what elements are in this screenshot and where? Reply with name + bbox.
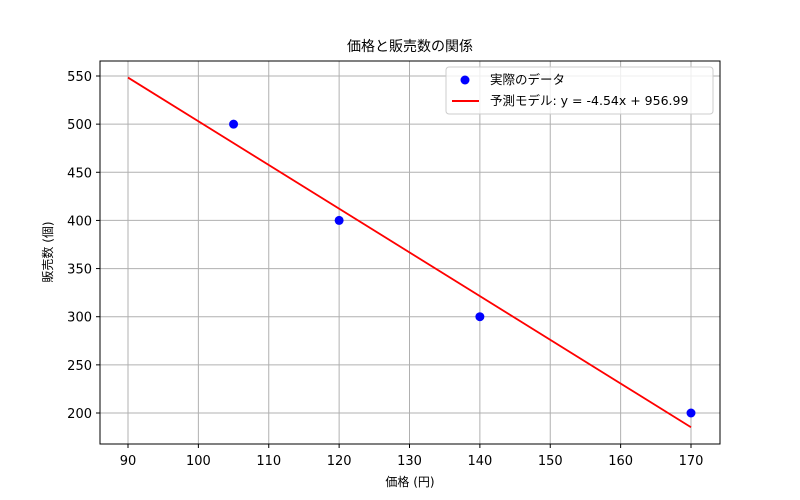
data-point: [229, 119, 239, 129]
y-tick-label: 450: [67, 166, 92, 181]
grid-lines: [100, 61, 720, 444]
y-tick-label: 400: [67, 214, 92, 229]
x-tick-label: 120: [327, 454, 352, 469]
legend-box: [445, 66, 714, 115]
y-tick-label: 200: [67, 407, 92, 422]
y-tick-label: 550: [67, 70, 92, 85]
legend-line-label: 予測モデル: y = -4.54x + 956.99: [490, 93, 688, 108]
data-point: [475, 312, 485, 322]
y-axis-label: 販売数 (個): [40, 221, 55, 282]
x-tick-label: 150: [538, 454, 563, 469]
x-tick-label: 100: [186, 454, 211, 469]
legend: 実際のデータ 予測モデル: y = -4.54x + 956.99: [445, 66, 714, 115]
y-tick-label: 300: [67, 311, 92, 326]
regression-line: [127, 76, 692, 429]
x-tick-label: 90: [120, 454, 137, 469]
x-axis-ticks: 90 100 110 120 130 140 150 160 170: [120, 444, 704, 469]
y-tick-label: 250: [67, 359, 92, 374]
regression-line-path: [127, 76, 692, 429]
chart-title: 価格と販売数の関係: [347, 39, 473, 55]
legend-scatter-label: 実際のデータ: [490, 72, 565, 87]
y-tick-label: 350: [67, 263, 92, 278]
y-axis-ticks: 200 250 300 350 400 450 500 550: [67, 70, 100, 422]
x-tick-label: 110: [256, 454, 281, 469]
scatter-points: [229, 119, 696, 418]
data-point: [686, 408, 696, 418]
x-tick-label: 170: [679, 454, 704, 469]
data-point: [334, 215, 344, 225]
x-axis-label: 価格 (円): [385, 474, 434, 489]
x-tick-label: 130: [397, 454, 422, 469]
legend-scatter-marker-icon: [460, 75, 470, 85]
x-tick-label: 160: [608, 454, 633, 469]
y-tick-label: 500: [67, 118, 92, 133]
x-tick-label: 140: [467, 454, 492, 469]
